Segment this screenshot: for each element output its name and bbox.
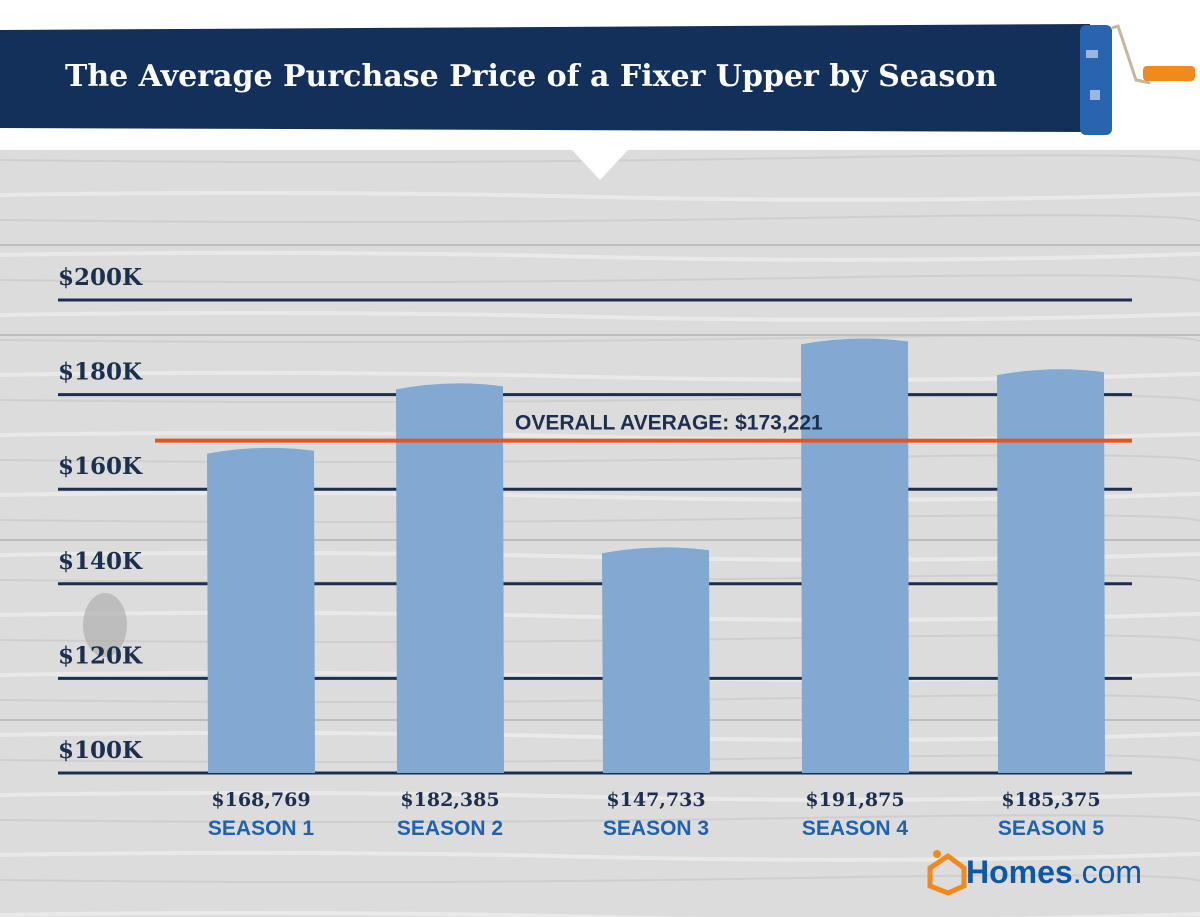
wood-knot xyxy=(83,593,127,657)
logo-suffix: .com xyxy=(1073,854,1142,890)
chart-title: The Average Purchase Price of a Fixer Up… xyxy=(65,59,997,94)
title-banner xyxy=(0,24,1092,132)
homes-logo: Homes.com xyxy=(927,850,1142,896)
category-label: SEASON 4 xyxy=(802,817,909,840)
y-tick-label: $200K xyxy=(58,264,143,291)
logo-text: Homes xyxy=(966,854,1073,890)
bar xyxy=(602,547,710,773)
bar xyxy=(207,447,315,773)
bar xyxy=(997,369,1105,773)
value-label: $168,769 xyxy=(211,789,310,811)
value-label: $147,733 xyxy=(606,789,705,811)
average-label: OVERALL AVERAGE: $173,221 xyxy=(515,412,823,435)
bar xyxy=(396,383,504,773)
value-label: $185,375 xyxy=(1001,789,1100,811)
y-tick-label: $160K xyxy=(58,453,143,480)
category-label: SEASON 2 xyxy=(397,817,503,840)
y-tick-label: $100K xyxy=(58,737,143,764)
banner-pointer xyxy=(572,150,628,180)
category-label: SEASON 5 xyxy=(998,817,1105,840)
y-tick-label: $140K xyxy=(58,548,143,575)
y-tick-label: $180K xyxy=(58,359,143,386)
bar xyxy=(801,338,909,773)
paint-roller-icon xyxy=(1080,24,1195,135)
value-label: $191,875 xyxy=(805,789,904,811)
y-tick-label: $120K xyxy=(58,642,143,669)
category-label: SEASON 3 xyxy=(603,817,709,840)
svg-text:Homes.com: Homes.com xyxy=(966,854,1142,890)
category-label: SEASON 1 xyxy=(208,817,315,840)
value-label: $182,385 xyxy=(400,789,499,811)
house-icon xyxy=(927,852,967,896)
